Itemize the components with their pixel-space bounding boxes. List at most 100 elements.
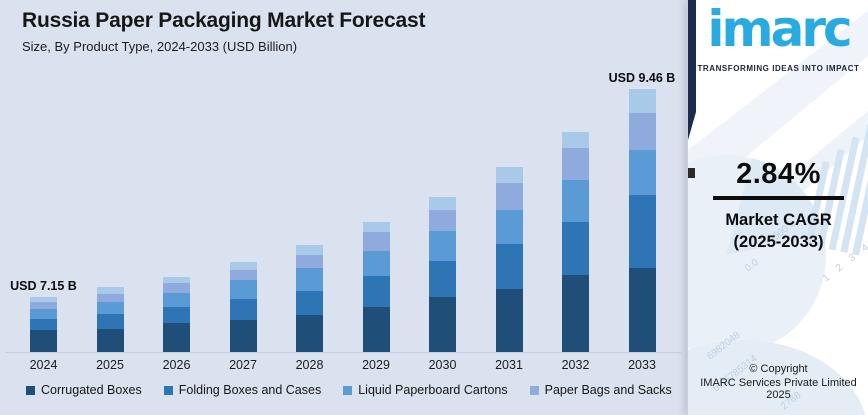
legend-item-liquid-paperboard-cartons: Liquid Paperboard Cartons — [343, 383, 508, 397]
bar-segment-paper-bags-and-sacks — [163, 283, 190, 293]
brand-sidebar: 500.0 0.0 1 2 3 4 6982048 0.15785314 276… — [687, 0, 868, 415]
legend-swatch-icon — [26, 385, 35, 395]
bar-segment-others — [296, 245, 323, 255]
legend-item-corrugated-boxes: Corrugated Boxes — [26, 383, 142, 397]
cagr-value: 2.84% — [736, 158, 821, 190]
x-axis-label-2027: 2027 — [229, 358, 257, 372]
cagr-block: 2.84% Market CAGR (2025-2033) — [688, 158, 868, 254]
stacked-bar-2026 — [163, 277, 190, 352]
bar-segment-corrugated-boxes — [362, 307, 390, 352]
brand-tagline: TRANSFORMING IDEAS INTO IMPACT — [697, 64, 860, 73]
bar-segment-paper-bags-and-sacks — [562, 148, 589, 180]
x-axis-label-2031: 2031 — [495, 358, 523, 372]
stacked-bar-2032 — [562, 132, 589, 352]
sidebar-accent-strip — [688, 0, 696, 140]
legend-swatch-icon — [163, 385, 173, 395]
copyright-line2: IMARC Services Private Limited 2025 — [700, 377, 857, 401]
bar-segment-corrugated-boxes — [562, 275, 589, 352]
bar-segment-liquid-paperboard-cartons — [163, 293, 190, 307]
stacked-bar-2030 — [429, 197, 456, 352]
x-axis-baseline — [6, 352, 681, 353]
bar-segment-paper-bags-and-sacks — [495, 183, 523, 210]
bar-segment-liquid-paperboard-cartons — [296, 268, 323, 291]
bar-segment-folding-boxes-and-cases — [163, 307, 190, 323]
bar-segment-paper-bags-and-sacks — [96, 294, 124, 302]
bar-segment-folding-boxes-and-cases — [229, 299, 257, 320]
bar-segment-folding-boxes-and-cases — [628, 195, 656, 268]
stacked-bar-2031 — [495, 167, 523, 352]
value-label-2024: USD 7.15 B — [10, 279, 77, 293]
svg-text:0.0: 0.0 — [743, 257, 761, 274]
x-axis-label-2029: 2029 — [362, 358, 390, 372]
stacked-bar-2028 — [296, 245, 323, 352]
bar-segment-folding-boxes-and-cases — [296, 291, 323, 315]
bar-segment-corrugated-boxes — [30, 330, 57, 352]
legend-label: Liquid Paperboard Cartons — [358, 383, 508, 397]
cagr-divider-rule — [713, 196, 844, 200]
stacked-bar-2025 — [96, 287, 124, 352]
bar-segment-others — [495, 167, 523, 183]
bar-segment-paper-bags-and-sacks — [30, 302, 57, 309]
bar-segment-paper-bags-and-sacks — [229, 270, 257, 280]
bar-segment-paper-bags-and-sacks — [628, 113, 656, 150]
legend-label: Corrugated Boxes — [41, 383, 142, 397]
bar-segment-others — [362, 222, 390, 232]
bar-segment-liquid-paperboard-cartons — [628, 150, 656, 195]
stacked-bar-2024 — [30, 297, 57, 352]
bar-segment-paper-bags-and-sacks — [429, 210, 456, 231]
bar-segment-others — [628, 89, 656, 113]
bar-segment-others — [229, 262, 257, 270]
bar-segment-liquid-paperboard-cartons — [30, 309, 57, 319]
bar-segment-others — [429, 197, 456, 210]
bar-segment-others — [96, 287, 124, 294]
copyright-line1: © Copyright — [749, 363, 808, 375]
bar-segment-corrugated-boxes — [429, 297, 456, 352]
bar-segment-liquid-paperboard-cartons — [495, 210, 523, 244]
cagr-label-line2: (2025-2033) — [733, 233, 824, 252]
bar-segment-corrugated-boxes — [296, 315, 323, 352]
x-axis-label-2030: 2030 — [428, 358, 457, 372]
bar-segment-folding-boxes-and-cases — [429, 261, 456, 297]
stacked-bar-2029 — [362, 222, 390, 352]
x-axis-label-2032: 2032 — [561, 358, 590, 372]
bar-segment-folding-boxes-and-cases — [30, 319, 57, 330]
bar-segment-folding-boxes-and-cases — [495, 244, 523, 289]
svg-text:6982048: 6982048 — [705, 329, 743, 362]
x-axis-label-2028: 2028 — [295, 358, 324, 372]
bar-segment-liquid-paperboard-cartons — [562, 180, 589, 222]
stacked-bar-2033 — [628, 89, 656, 352]
x-axis-label-2026: 2026 — [162, 358, 191, 372]
bar-segment-corrugated-boxes — [96, 329, 124, 352]
legend-item-folding-boxes-and-cases: Folding Boxes and Cases — [163, 383, 322, 397]
bar-segment-liquid-paperboard-cartons — [429, 231, 456, 261]
copyright-notice: © Copyright IMARC Services Private Limit… — [688, 363, 868, 401]
bar-segment-folding-boxes-and-cases — [362, 276, 390, 307]
bar-segment-corrugated-boxes — [163, 323, 190, 352]
legend-label: Folding Boxes and Cases — [178, 383, 322, 397]
bar-segment-folding-boxes-and-cases — [562, 222, 589, 275]
bar-segment-liquid-paperboard-cartons — [96, 302, 124, 314]
bar-segment-paper-bags-and-sacks — [362, 232, 390, 251]
legend-item-paper-bags-and-sacks: Paper Bags and Sacks — [529, 383, 672, 397]
bar-segment-others — [562, 132, 589, 148]
bar-segment-paper-bags-and-sacks — [296, 255, 323, 268]
plot-area: 2024 2025 2026 2027 2028 2029 2030 2031 2032 2033… — [6, 71, 681, 372]
legend-swatch-icon — [343, 385, 353, 395]
x-axis-label-2025: 2025 — [96, 358, 124, 372]
legend-label: Paper Bags and Sacks — [544, 383, 672, 397]
imarc-logo: imarc — [707, 0, 852, 58]
bar-segment-corrugated-boxes — [628, 268, 656, 352]
cagr-label-line1: Market CAGR — [725, 211, 832, 229]
x-axis-label-2033: 2033 — [628, 358, 656, 372]
bar-segment-liquid-paperboard-cartons — [362, 251, 390, 276]
bar-segment-folding-boxes-and-cases — [96, 314, 124, 329]
x-axis-label-2024: 2024 — [29, 358, 58, 372]
stacked-bar-2027 — [229, 262, 257, 352]
page-title: Russia Paper Packaging Market Forecast — [22, 9, 426, 32]
bar-segment-liquid-paperboard-cartons — [229, 280, 257, 299]
chart-legend: Corrugated Boxes Folding Boxes and Cases L… — [26, 383, 746, 397]
chart-subtitle: Size, By Product Type, 2024-2033 (USD Bi… — [22, 39, 298, 54]
bar-segment-corrugated-boxes — [495, 289, 523, 352]
bar-segment-corrugated-boxes — [229, 320, 257, 352]
legend-swatch-icon — [529, 385, 539, 395]
